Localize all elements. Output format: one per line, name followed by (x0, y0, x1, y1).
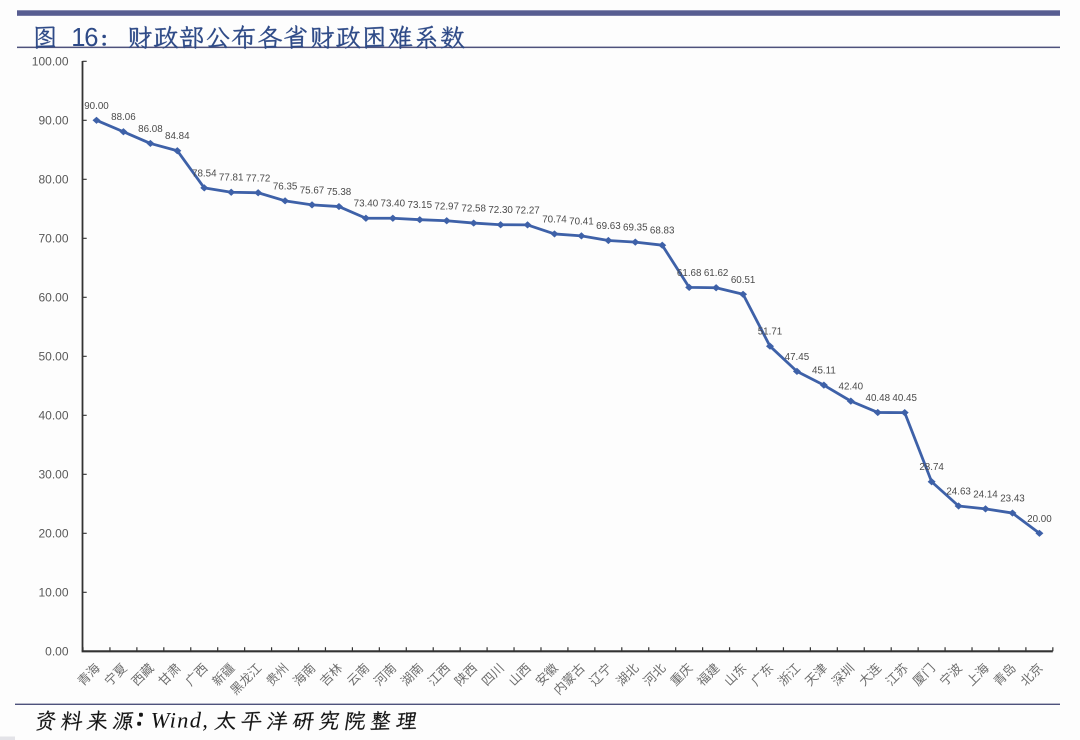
svg-text:72.97: 72.97 (434, 201, 459, 212)
svg-text:40.48: 40.48 (866, 393, 891, 404)
svg-text:16: 16 (71, 24, 98, 52)
svg-text:86.08: 86.08 (138, 124, 163, 135)
svg-text:61.68: 61.68 (677, 268, 702, 279)
svg-text:90.00: 90.00 (38, 114, 68, 128)
svg-text:69.63: 69.63 (596, 221, 621, 232)
svg-text:84.84: 84.84 (165, 131, 190, 142)
svg-text:51.71: 51.71 (758, 327, 783, 338)
svg-text:75.67: 75.67 (300, 185, 325, 196)
svg-text:100.00: 100.00 (32, 55, 69, 69)
svg-text:76.35: 76.35 (273, 181, 298, 192)
svg-text:30.00: 30.00 (38, 468, 68, 482)
svg-text:20.00: 20.00 (1027, 514, 1052, 525)
svg-text:42.40: 42.40 (839, 382, 864, 393)
svg-text:80.00: 80.00 (38, 173, 68, 187)
svg-text:Wind,: Wind, (151, 708, 209, 733)
svg-text:88.06: 88.06 (111, 112, 136, 123)
svg-text:23.43: 23.43 (1000, 494, 1025, 505)
svg-text:75.38: 75.38 (327, 187, 352, 198)
svg-text:72.58: 72.58 (461, 204, 486, 215)
svg-text:24.63: 24.63 (946, 487, 971, 498)
svg-text:40.00: 40.00 (38, 409, 68, 423)
svg-text:60.00: 60.00 (38, 291, 68, 305)
svg-text:70.41: 70.41 (569, 216, 594, 227)
svg-text:72.30: 72.30 (488, 205, 513, 216)
svg-text:20.00: 20.00 (38, 527, 68, 541)
svg-text:73.40: 73.40 (354, 199, 379, 210)
svg-text:70.00: 70.00 (38, 232, 68, 246)
svg-text:70.74: 70.74 (542, 214, 567, 225)
svg-text:40.45: 40.45 (892, 393, 917, 404)
svg-text:10.00: 10.00 (38, 586, 68, 600)
svg-text:68.83: 68.83 (650, 226, 675, 237)
svg-text:61.62: 61.62 (704, 268, 729, 279)
svg-text:24.14: 24.14 (973, 489, 998, 500)
svg-text:47.45: 47.45 (785, 352, 810, 363)
svg-text:77.72: 77.72 (246, 173, 271, 184)
svg-text:0.00: 0.00 (45, 645, 69, 659)
svg-text:90.00: 90.00 (84, 101, 109, 112)
svg-text:60.51: 60.51 (731, 275, 756, 286)
svg-text:45.11: 45.11 (812, 366, 836, 377)
svg-text:28.74: 28.74 (919, 462, 944, 473)
svg-text:50.00: 50.00 (38, 350, 68, 364)
svg-text:72.27: 72.27 (515, 205, 540, 216)
svg-text:73.40: 73.40 (381, 199, 406, 210)
svg-text:78.54: 78.54 (192, 168, 217, 179)
svg-text:73.15: 73.15 (408, 200, 433, 211)
svg-text:77.81: 77.81 (219, 173, 244, 184)
svg-text:69.35: 69.35 (623, 223, 648, 234)
